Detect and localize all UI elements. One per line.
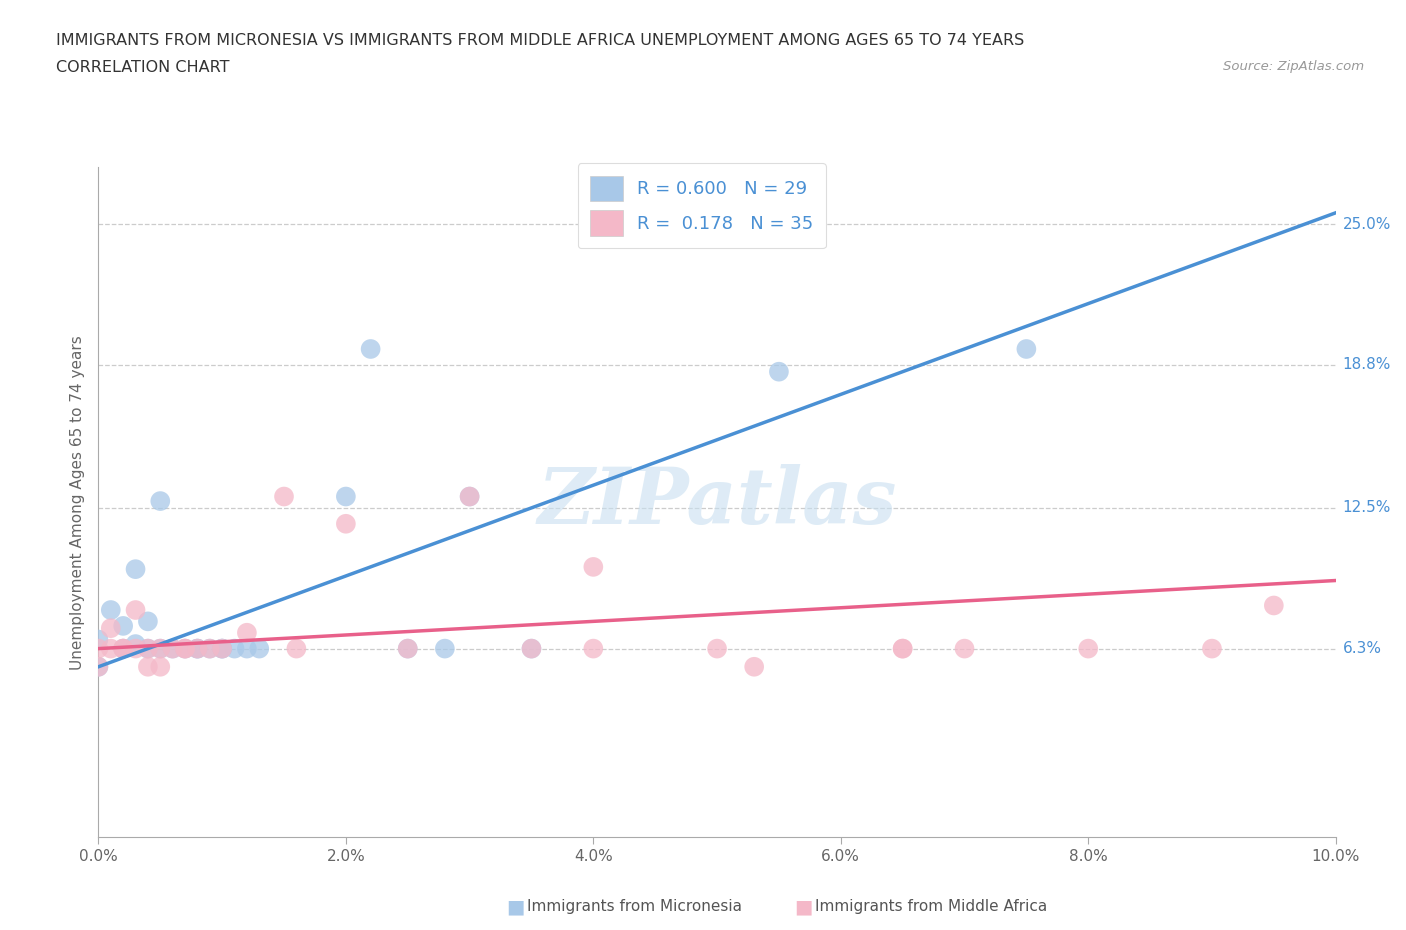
Point [396,641,419,656]
Point [742,659,765,674]
Point [174,641,197,656]
Point [458,489,481,504]
Point [1263,598,1285,613]
Point [198,641,221,656]
Legend: R = 0.600   N = 29, R =  0.178   N = 35: R = 0.600 N = 29, R = 0.178 N = 35 [578,163,827,248]
Point [100,603,122,618]
Point [458,489,481,504]
Point [87,659,110,674]
Point [1015,341,1038,356]
Point [100,620,122,635]
Text: Immigrants from Middle Africa: Immigrants from Middle Africa [815,899,1047,914]
Point [162,641,184,656]
Point [136,614,159,629]
Point [247,641,270,656]
Point [891,641,914,656]
Point [211,641,233,656]
Point [149,494,172,509]
Text: 25.0%: 25.0% [1343,217,1391,232]
Point [891,641,914,656]
Point [768,365,790,379]
Point [149,641,172,656]
Point [136,641,159,656]
Point [124,637,146,652]
Point [186,641,208,656]
Point [433,641,456,656]
Text: Source: ZipAtlas.com: Source: ZipAtlas.com [1223,60,1364,73]
Point [953,641,976,656]
Text: 6.3%: 6.3% [1343,641,1382,656]
Point [174,641,197,656]
Point [162,641,184,656]
Point [285,641,308,656]
Point [211,641,233,656]
Point [520,641,543,656]
Text: IMMIGRANTS FROM MICRONESIA VS IMMIGRANTS FROM MIDDLE AFRICA UNEMPLOYMENT AMONG A: IMMIGRANTS FROM MICRONESIA VS IMMIGRANTS… [56,33,1025,47]
Point [335,516,357,531]
Point [1077,641,1099,656]
Point [100,641,122,656]
Point [124,562,146,577]
Point [198,641,221,656]
Point [582,641,605,656]
Point [1201,641,1223,656]
Point [360,341,382,356]
Point [706,641,728,656]
Point [87,659,110,674]
Point [236,625,259,640]
Point [211,641,233,656]
Text: ■: ■ [794,897,813,916]
Text: 18.8%: 18.8% [1343,357,1391,372]
Point [87,641,110,656]
Text: Immigrants from Micronesia: Immigrants from Micronesia [527,899,742,914]
Text: 12.5%: 12.5% [1343,500,1391,515]
Point [149,641,172,656]
Point [236,641,259,656]
Point [273,489,295,504]
Point [112,641,135,656]
Point [186,641,208,656]
Point [520,641,543,656]
Point [396,641,419,656]
Point [174,641,197,656]
Point [112,641,135,656]
Text: ■: ■ [506,897,524,916]
Point [582,560,605,575]
Point [335,489,357,504]
Point [136,641,159,656]
Point [124,641,146,656]
Y-axis label: Unemployment Among Ages 65 to 74 years: Unemployment Among Ages 65 to 74 years [69,335,84,670]
Point [112,618,135,633]
Point [224,641,246,656]
Text: CORRELATION CHART: CORRELATION CHART [56,60,229,75]
Point [112,641,135,656]
Point [186,641,208,656]
Point [87,632,110,647]
Point [124,603,146,618]
Point [149,659,172,674]
Point [136,659,159,674]
Text: ZIPatlas: ZIPatlas [537,464,897,540]
